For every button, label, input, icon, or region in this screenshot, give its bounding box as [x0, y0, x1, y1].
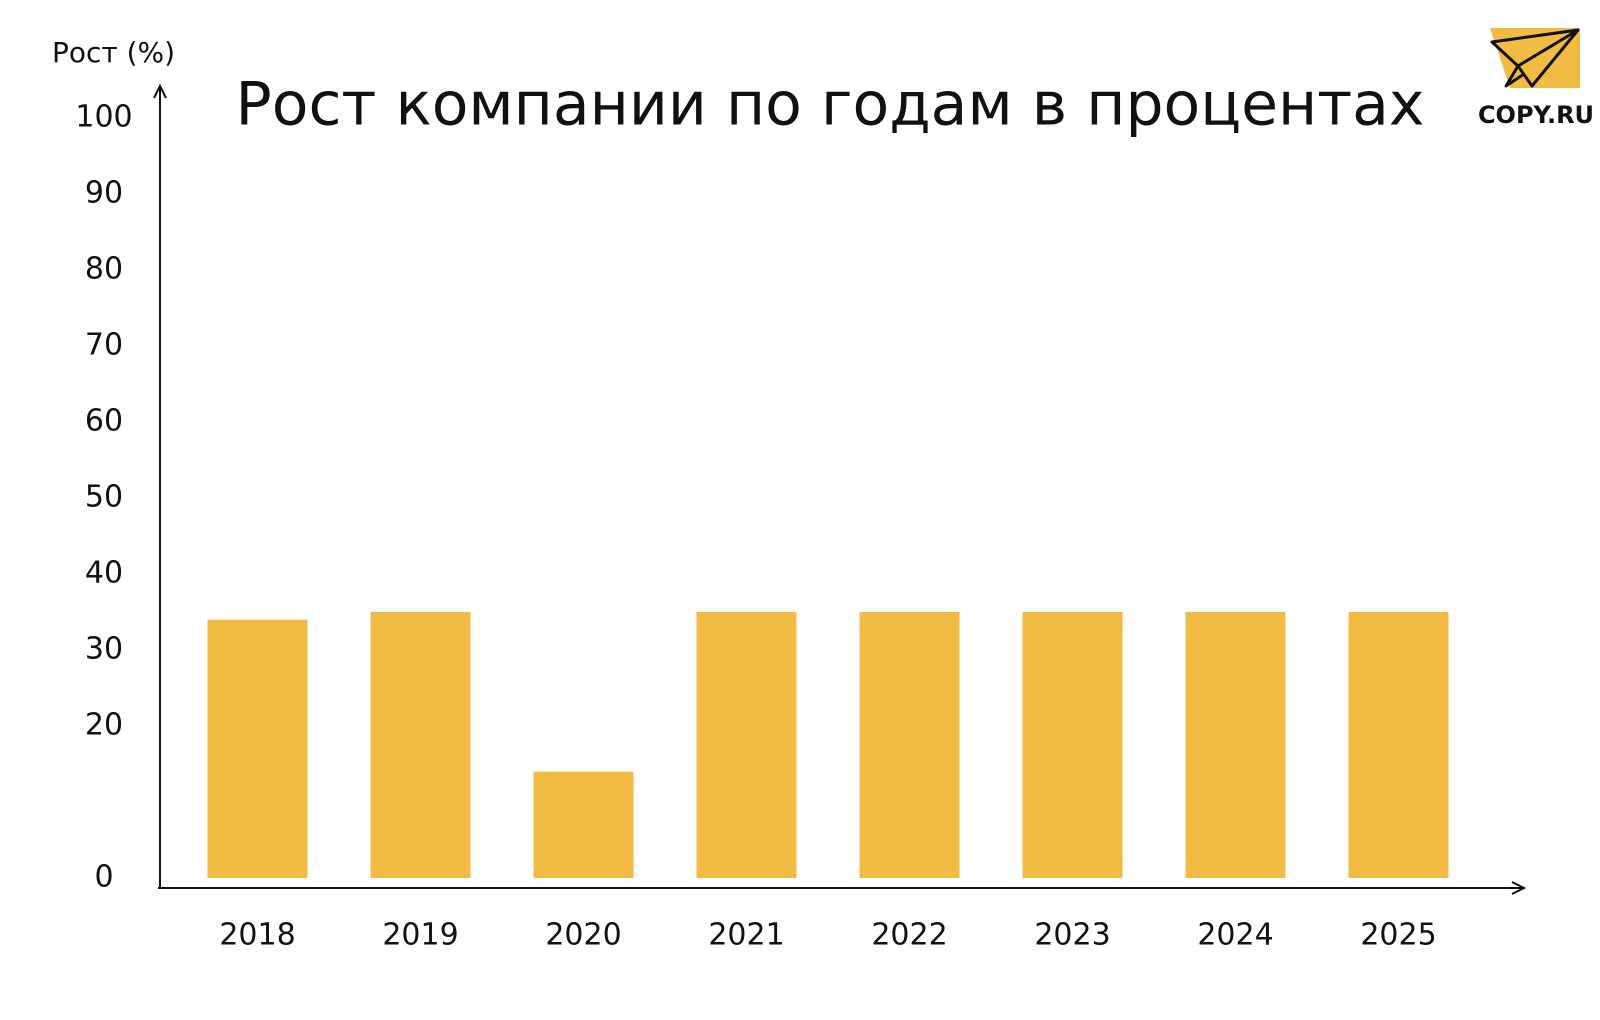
y-tick-label: 80: [85, 252, 123, 287]
bar: [533, 771, 634, 878]
bar: [859, 612, 960, 878]
x-axis: [158, 881, 1527, 895]
x-tick-label: 2022: [871, 918, 947, 953]
x-tick-label: 2023: [1034, 918, 1110, 953]
x-tick-label: 2025: [1360, 918, 1436, 953]
y-axis: [153, 83, 167, 888]
y-tick-label: 100: [75, 100, 132, 135]
x-tick-label: 2024: [1197, 918, 1273, 953]
logo-text: COPY.RU: [1478, 101, 1594, 129]
bar: [1185, 612, 1286, 878]
bar: [370, 612, 471, 878]
bar: [207, 619, 308, 878]
y-tick-label: 90: [85, 176, 123, 211]
y-tick-label: 50: [85, 480, 123, 515]
chart-title: Рост компании по годам в процентах: [236, 70, 1425, 140]
y-axis-label: Рост (%): [52, 36, 175, 69]
bar: [1348, 612, 1449, 878]
bar: [1022, 612, 1123, 878]
logo-plane: [1490, 28, 1580, 88]
x-tick-label: 2019: [382, 918, 458, 953]
x-tick-label: 2018: [219, 918, 295, 953]
y-tick-label: 30: [85, 632, 123, 667]
logo: COPY.RU: [1478, 28, 1594, 129]
y-tick-label: 70: [85, 328, 123, 363]
y-tick-label: 60: [85, 404, 123, 439]
x-tick-label: 2020: [545, 918, 621, 953]
y-tick-label: 20: [85, 708, 123, 743]
x-tick-label: 2021: [708, 918, 784, 953]
y-tick-label: 0: [94, 860, 113, 895]
bar: [696, 612, 797, 878]
y-tick-label: 40: [85, 556, 123, 591]
